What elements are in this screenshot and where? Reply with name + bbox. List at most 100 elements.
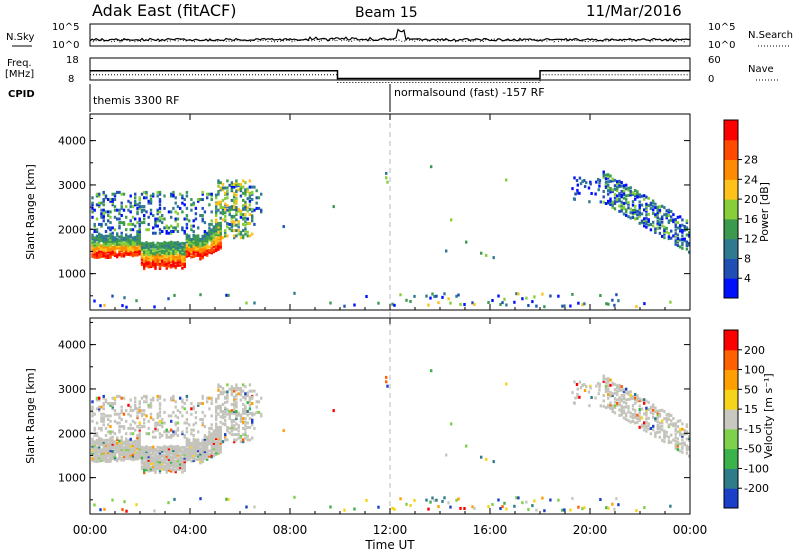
power-cell <box>667 235 671 239</box>
power-cell <box>631 210 635 214</box>
velocity-cell <box>143 449 146 453</box>
velocity-cell <box>102 451 105 455</box>
velocity-cell <box>127 451 130 455</box>
power-cell <box>113 246 117 250</box>
colorbar-tick-label: 12 <box>744 233 758 246</box>
power-cell <box>161 245 164 249</box>
velocity-cell <box>248 417 252 421</box>
velocity-cell <box>622 388 626 392</box>
velocity-cell <box>134 445 137 449</box>
power-cell <box>188 254 191 257</box>
velocity-cell <box>98 450 101 454</box>
velocity-cell <box>203 434 207 437</box>
velocity-cell <box>145 446 148 450</box>
velocity-cell <box>609 378 612 382</box>
velocity-cell <box>109 445 112 449</box>
power-cell <box>208 229 211 233</box>
power-cell <box>239 236 243 240</box>
power-cell <box>167 259 171 263</box>
velocity-cell <box>588 404 591 408</box>
power-cell <box>152 192 155 196</box>
power-cell <box>199 246 202 250</box>
power-cell <box>235 234 238 238</box>
power-cell <box>185 217 189 221</box>
power-cell <box>156 212 159 216</box>
xtick-label: 04:00 <box>173 523 208 537</box>
velocity-cell <box>181 453 184 456</box>
velocity-cell <box>613 400 617 404</box>
velocity-cell <box>574 396 577 400</box>
velocity-cell <box>282 429 285 433</box>
power-cell <box>125 244 128 248</box>
power-cell <box>203 247 207 251</box>
velocity-cell <box>377 505 380 509</box>
velocity-cell <box>674 443 677 447</box>
power-cell <box>681 218 684 222</box>
velocity-cell <box>174 414 177 418</box>
velocity-cell <box>163 430 166 434</box>
velocity-cell <box>217 448 220 452</box>
power-cell <box>190 198 193 201</box>
power-cell <box>158 203 162 207</box>
velocity-cell <box>679 431 682 435</box>
velocity-cell <box>174 454 177 458</box>
power-cell <box>138 241 141 245</box>
velocity-cell <box>634 408 637 412</box>
velocity-cell <box>674 422 677 425</box>
power-cell <box>197 239 200 243</box>
power-cell <box>631 200 635 204</box>
power-cell <box>253 185 256 189</box>
power-cell <box>176 260 180 264</box>
velocity-cell <box>183 453 186 457</box>
velocity-cell <box>102 419 105 423</box>
power-cell <box>212 227 216 231</box>
power-cell <box>145 258 148 262</box>
velocity-cell <box>116 412 119 416</box>
power-cell <box>152 226 155 230</box>
power-cell <box>242 185 245 189</box>
colorbar-swatch <box>724 389 738 410</box>
power-cell <box>120 254 123 258</box>
power-cell <box>230 225 234 229</box>
velocity-cell <box>206 450 209 454</box>
power-cell <box>190 241 193 245</box>
velocity-cell <box>100 416 103 420</box>
power-cell <box>113 192 117 196</box>
power-cell <box>535 304 538 308</box>
velocity-cell <box>109 403 112 407</box>
velocity-cell <box>672 438 675 442</box>
velocity-cell <box>618 389 621 393</box>
power-cell <box>425 294 428 298</box>
velocity-cell <box>145 466 148 470</box>
power-cell <box>152 254 155 257</box>
power-cell <box>134 196 137 200</box>
velocity-cell <box>109 443 112 447</box>
velocity-cell <box>459 506 462 510</box>
velocity-cell <box>652 428 655 432</box>
power-cell <box>253 301 256 305</box>
power-cell <box>609 202 612 206</box>
velocity-cell <box>679 449 682 453</box>
velocity-cell <box>576 392 579 396</box>
power-cell <box>224 211 227 215</box>
velocity-cell <box>170 462 173 466</box>
power-cell <box>176 262 180 266</box>
power-cell <box>118 246 121 250</box>
power-cell <box>156 261 159 265</box>
velocity-cell <box>122 447 126 451</box>
velocity-cell <box>656 425 659 429</box>
power-cell <box>118 240 121 244</box>
power-cell <box>210 239 213 242</box>
power-cell <box>393 303 396 307</box>
power-cell <box>215 247 218 251</box>
power-cell <box>167 252 171 256</box>
velocity-cell <box>95 421 99 425</box>
velocity-cell <box>107 423 110 427</box>
chart-title: Adak East (fitACF) <box>92 1 236 20</box>
power-cell <box>167 241 171 245</box>
velocity-cell <box>149 467 153 471</box>
velocity-cell <box>131 444 135 447</box>
velocity-cell <box>152 398 155 402</box>
power-cell <box>239 186 243 190</box>
velocity-cell <box>154 460 157 464</box>
